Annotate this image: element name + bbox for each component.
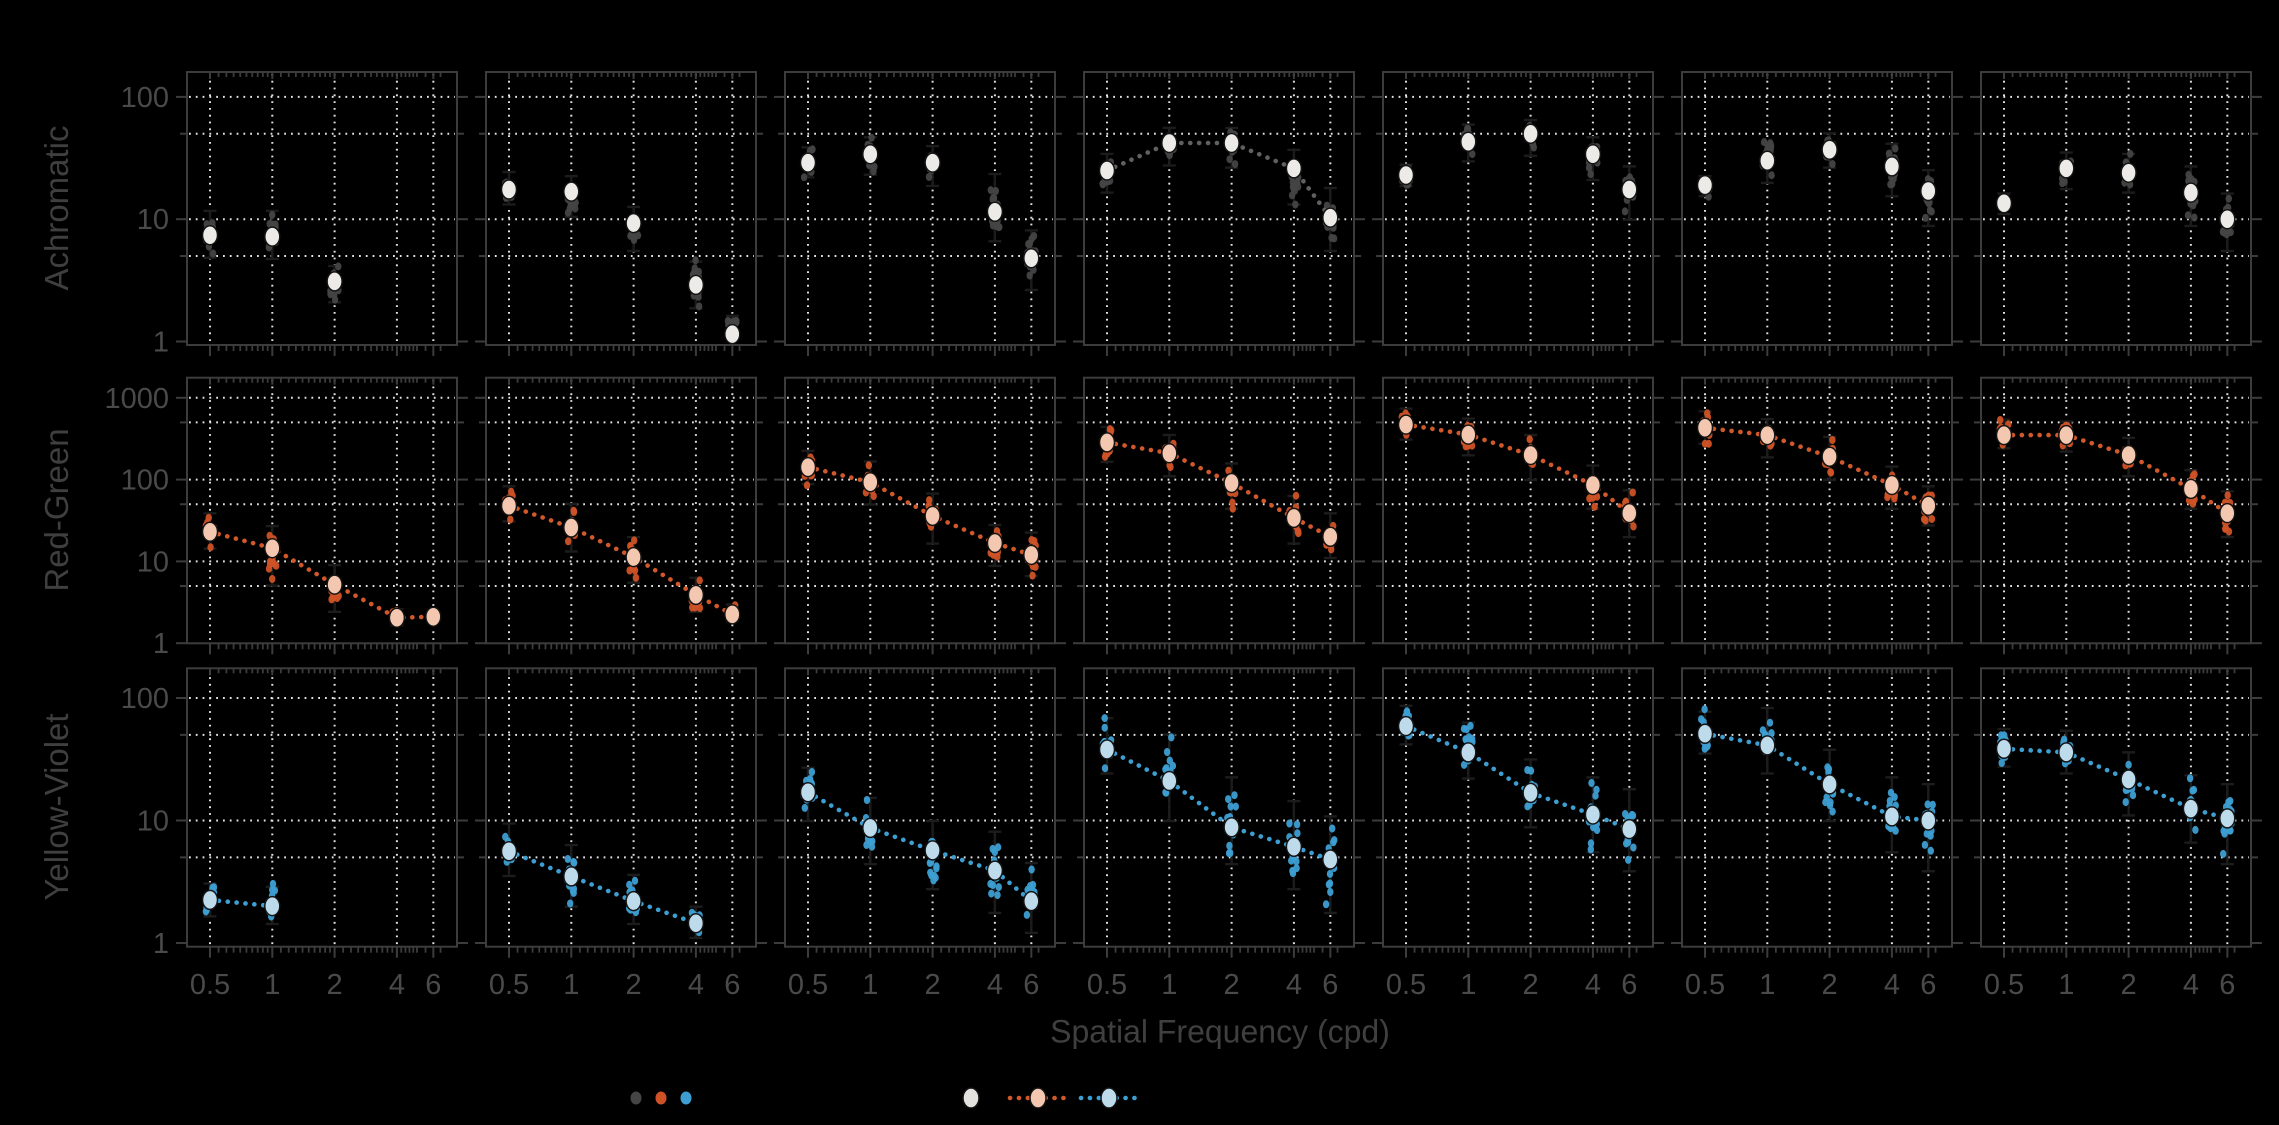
panel-yellow-violet-3: 0.5 1 2 4 6 xyxy=(774,667,1066,1001)
legend-individual-dot xyxy=(680,1091,692,1105)
legend xyxy=(630,1087,1140,1109)
x-tick-label: 4 xyxy=(1286,969,1302,1001)
y-tick-label: 100 xyxy=(121,465,169,497)
x-tick-label: 4 xyxy=(1585,969,1601,1001)
y-tick-label: 1 xyxy=(153,628,169,660)
panel-achromatic-5 xyxy=(1372,71,1664,356)
x-tick-label: 0.5 xyxy=(489,969,529,1001)
row-label-achromatic: Achromatic xyxy=(38,125,75,291)
x-tick-label: 4 xyxy=(2183,969,2199,1001)
panel-achromatic-7 xyxy=(1970,71,2262,356)
panel-red-green-4 xyxy=(1073,376,1365,655)
x-tick-label: 6 xyxy=(425,969,441,1001)
y-tick-label: 10 xyxy=(137,806,169,838)
panel-red-green-3 xyxy=(774,376,1066,655)
x-tick-label: 6 xyxy=(724,969,740,1001)
x-tick-label: 0.5 xyxy=(190,969,230,1001)
x-tick-label: 1 xyxy=(264,969,280,1001)
x-tick-label: 1 xyxy=(2058,969,2074,1001)
x-tick-label: 6 xyxy=(1920,969,1936,1001)
x-tick-label: 1 xyxy=(862,969,878,1001)
row-label-yellow-violet: Yellow-Violet xyxy=(38,713,75,901)
y-tick-label: 1 xyxy=(153,928,169,960)
x-tick-label: 4 xyxy=(1884,969,1900,1001)
row-label-red-green: Red-Green xyxy=(38,428,75,592)
y-tick-label: 1000 xyxy=(104,383,169,415)
x-tick-label: 2 xyxy=(925,969,941,1001)
y-tick-label: 100 xyxy=(121,82,169,114)
x-tick-label: 1 xyxy=(563,969,579,1001)
legend-individual-dot xyxy=(630,1091,642,1105)
panel-red-green-5 xyxy=(1372,376,1664,655)
x-tick-label: 2 xyxy=(1523,969,1539,1001)
y-tick-label: 100 xyxy=(121,683,169,715)
legend-mean-marker xyxy=(1029,1087,1047,1109)
legend-individual-dot xyxy=(655,1091,667,1105)
panel-yellow-violet-5: 0.5 1 2 4 6 xyxy=(1372,667,1664,1001)
x-tick-label: 2 xyxy=(2121,969,2137,1001)
x-tick-label: 6 xyxy=(1322,969,1338,1001)
y-tick-label: 10 xyxy=(137,546,169,578)
panel-achromatic-3 xyxy=(774,71,1066,356)
panel-yellow-violet-2: 0.5 1 2 4 6 xyxy=(475,667,767,1001)
panel-red-green-7 xyxy=(1970,376,2262,655)
panel-red-green-2 xyxy=(475,376,767,655)
x-tick-label: 0.5 xyxy=(1685,969,1725,1001)
x-axis-label: Spatial Frequency (cpd) xyxy=(1050,1013,1390,1050)
x-tick-label: 1 xyxy=(1161,969,1177,1001)
x-tick-label: 4 xyxy=(389,969,405,1001)
panel-yellow-violet-7: 0.5 1 2 4 6 xyxy=(1970,667,2262,1001)
panel-yellow-violet-1: 1 10 100 0.5 1 2 4 6 xyxy=(121,667,468,1001)
x-tick-label: 4 xyxy=(688,969,704,1001)
legend-mean-marker xyxy=(962,1087,980,1109)
x-tick-label: 2 xyxy=(1822,969,1838,1001)
x-tick-label: 1 xyxy=(1759,969,1775,1001)
legend-mean-marker xyxy=(1100,1087,1118,1109)
x-tick-label: 2 xyxy=(626,969,642,1001)
panel-achromatic-1: 1 10 100 xyxy=(121,71,468,359)
x-tick-label: 0.5 xyxy=(1386,969,1426,1001)
panel-yellow-violet-6: 0.5 1 2 4 6 xyxy=(1671,667,1963,1001)
x-tick-label: 1 xyxy=(1460,969,1476,1001)
x-tick-label: 6 xyxy=(1621,969,1637,1001)
x-tick-label: 0.5 xyxy=(1984,969,2024,1001)
x-tick-label: 6 xyxy=(2219,969,2235,1001)
x-tick-label: 6 xyxy=(1023,969,1039,1001)
x-tick-label: 0.5 xyxy=(788,969,828,1001)
panel-red-green-6 xyxy=(1671,376,1963,655)
x-tick-label: 0.5 xyxy=(1087,969,1127,1001)
panel-achromatic-6 xyxy=(1671,71,1963,356)
x-tick-label: 2 xyxy=(327,969,343,1001)
x-tick-label: 2 xyxy=(1224,969,1240,1001)
panel-achromatic-2 xyxy=(475,71,767,356)
panel-yellow-violet-4: 0.5 1 2 4 6 xyxy=(1073,667,1365,1001)
y-tick-label: 10 xyxy=(137,204,169,236)
x-tick-label: 4 xyxy=(987,969,1003,1001)
panel-red-green-1: 1 10 100 1000 xyxy=(104,376,468,660)
y-tick-label: 1 xyxy=(153,327,169,359)
panel-achromatic-4 xyxy=(1073,71,1365,356)
